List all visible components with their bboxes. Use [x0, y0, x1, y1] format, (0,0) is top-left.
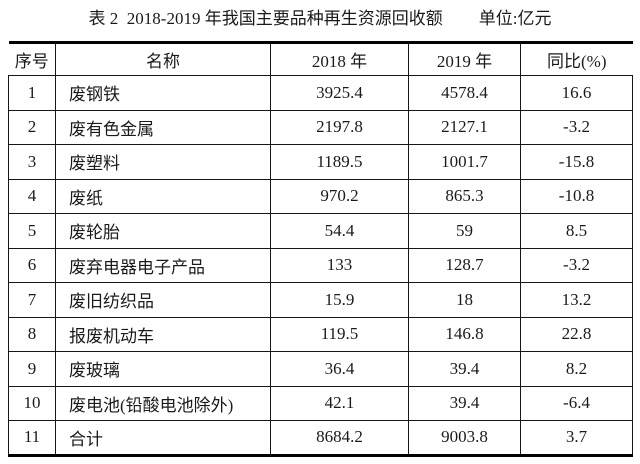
table-row: 6 废弃电器电子产品 133 128.7 -3.2	[8, 247, 633, 283]
col-header-2018: 2018 年	[270, 42, 409, 76]
table-row: 2 废有色金属 2197.8 2127.1 -3.2	[8, 109, 633, 145]
cell-yoy: 3.7	[520, 420, 633, 456]
cell-name: 废旧纺织品	[55, 282, 271, 318]
table-caption: 表 2 2018-2019 年我国主要品种再生资源回收额 单位:亿元	[0, 6, 640, 32]
cell-name: 合计	[55, 420, 271, 456]
cell-2018: 15.9	[270, 282, 409, 318]
table-row: 1 废钢铁 3925.4 4578.4 16.6	[8, 75, 633, 111]
cell-name: 废玻璃	[55, 351, 271, 387]
table-row: 8 报废机动车 119.5 146.8 22.8	[8, 316, 633, 352]
cell-yoy: 22.8	[520, 316, 633, 352]
table-header-row: 序号 名称 2018 年 2019 年 同比(%)	[8, 42, 633, 76]
recycling-table: 序号 名称 2018 年 2019 年 同比(%) 1 废钢铁 3925.4 4…	[8, 41, 633, 457]
cell-2019: 865.3	[408, 178, 521, 214]
cell-yoy: 13.2	[520, 282, 633, 318]
cell-2018: 54.4	[270, 213, 409, 249]
cell-yoy: 8.5	[520, 213, 633, 249]
table-title: 表 2 2018-2019 年我国主要品种再生资源回收额	[88, 9, 443, 28]
cell-2019: 9003.8	[408, 420, 521, 456]
unit-label: 单位:亿元	[478, 9, 552, 28]
cell-2019: 146.8	[408, 316, 521, 352]
cell-yoy: 16.6	[520, 75, 633, 111]
table-row: 9 废玻璃 36.4 39.4 8.2	[8, 351, 633, 387]
cell-name: 废塑料	[55, 144, 271, 180]
table-row: 10 废电池(铅酸电池除外) 42.1 39.4 -6.4	[8, 385, 633, 421]
col-header-name: 名称	[55, 42, 271, 76]
cell-2018: 1189.5	[270, 144, 409, 180]
cell-2019: 1001.7	[408, 144, 521, 180]
cell-2019: 2127.1	[408, 109, 521, 145]
cell-index: 3	[8, 144, 56, 180]
cell-2019: 4578.4	[408, 75, 521, 111]
cell-index: 11	[8, 420, 56, 456]
cell-2018: 3925.4	[270, 75, 409, 111]
cell-2018: 119.5	[270, 316, 409, 352]
cell-2018: 133	[270, 247, 409, 283]
cell-2019: 39.4	[408, 385, 521, 421]
cell-yoy: -6.4	[520, 385, 633, 421]
cell-yoy: -3.2	[520, 109, 633, 145]
col-header-2019: 2019 年	[408, 42, 521, 76]
cell-name: 废电池(铅酸电池除外)	[55, 385, 271, 421]
cell-index: 6	[8, 247, 56, 283]
cell-yoy: -3.2	[520, 247, 633, 283]
cell-name: 废弃电器电子产品	[55, 247, 271, 283]
cell-2019: 39.4	[408, 351, 521, 387]
cell-name: 报废机动车	[55, 316, 271, 352]
cell-yoy: -10.8	[520, 178, 633, 214]
cell-2019: 18	[408, 282, 521, 318]
cell-index: 2	[8, 109, 56, 145]
table-row: 5 废轮胎 54.4 59 8.5	[8, 213, 633, 249]
table-row: 4 废纸 970.2 865.3 -10.8	[8, 178, 633, 214]
cell-2018: 970.2	[270, 178, 409, 214]
col-header-index: 序号	[8, 42, 56, 76]
cell-yoy: 8.2	[520, 351, 633, 387]
cell-yoy: -15.8	[520, 144, 633, 180]
cell-2019: 128.7	[408, 247, 521, 283]
cell-index: 1	[8, 75, 56, 111]
cell-2018: 42.1	[270, 385, 409, 421]
cell-2018: 36.4	[270, 351, 409, 387]
cell-name: 废钢铁	[55, 75, 271, 111]
cell-index: 8	[8, 316, 56, 352]
cell-name: 废有色金属	[55, 109, 271, 145]
table-row: 3 废塑料 1189.5 1001.7 -15.8	[8, 144, 633, 180]
cell-index: 9	[8, 351, 56, 387]
cell-2019: 59	[408, 213, 521, 249]
cell-index: 10	[8, 385, 56, 421]
cell-name: 废轮胎	[55, 213, 271, 249]
cell-index: 7	[8, 282, 56, 318]
cell-index: 4	[8, 178, 56, 214]
table-row: 7 废旧纺织品 15.9 18 13.2	[8, 282, 633, 318]
cell-index: 5	[8, 213, 56, 249]
table-row-total: 11 合计 8684.2 9003.8 3.7	[8, 420, 633, 456]
cell-2018: 2197.8	[270, 109, 409, 145]
col-header-yoy: 同比(%)	[520, 42, 633, 76]
cell-2018: 8684.2	[270, 420, 409, 456]
cell-name: 废纸	[55, 178, 271, 214]
